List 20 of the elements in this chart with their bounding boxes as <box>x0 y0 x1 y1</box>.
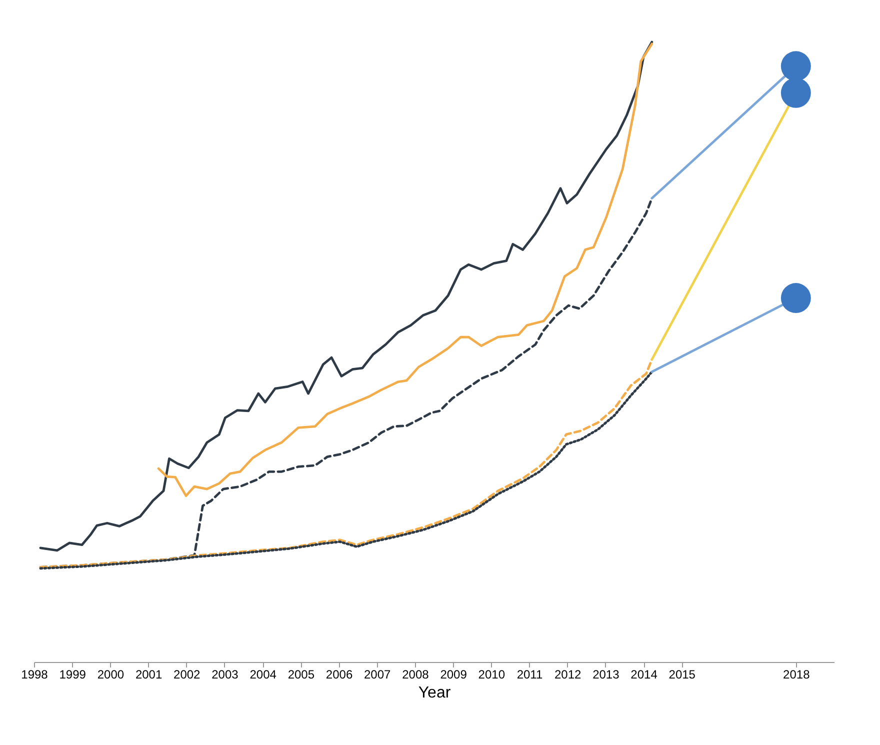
x-tick-label: 2002 <box>174 668 201 682</box>
x-tick-label: 2012 <box>554 668 582 682</box>
x-tick-label: 2014 <box>630 668 658 682</box>
x-tick-label: 2009 <box>440 668 468 682</box>
x-tick-label: 1998 <box>21 668 48 682</box>
x-tick-label: 2011 <box>516 668 543 682</box>
x-tick-label: 1999 <box>59 668 86 682</box>
x-tick-label: 2006 <box>326 668 353 682</box>
x-tick-label: 2018 <box>783 668 810 682</box>
x-tick-label: 2004 <box>250 668 277 682</box>
x-tick-label: 2000 <box>97 668 124 682</box>
x-tick-label: 2007 <box>364 668 392 682</box>
x-tick-label: 2010 <box>478 668 506 682</box>
x-tick-label: 2001 <box>135 668 162 682</box>
x-tick-label: 2005 <box>288 668 315 682</box>
x-tick-label: 2008 <box>402 668 430 682</box>
x-axis-title: Year <box>418 684 452 702</box>
x-tick-label: 2015 <box>668 668 696 682</box>
x-tick-label: 2013 <box>592 668 620 682</box>
x-tick-label: 2003 <box>212 668 239 682</box>
